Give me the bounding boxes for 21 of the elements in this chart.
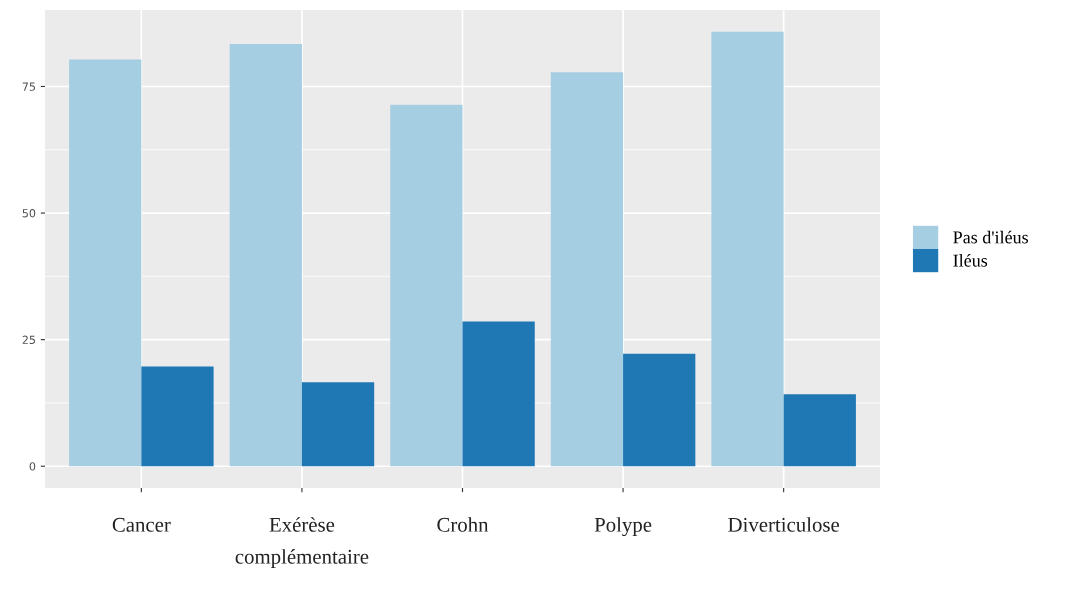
bar	[301, 382, 375, 467]
y-tick-label: 75	[22, 82, 35, 91]
y-tick-label: 50	[22, 209, 36, 218]
bar	[550, 72, 624, 467]
bar	[623, 353, 696, 467]
bar	[69, 59, 142, 467]
bar	[141, 366, 214, 467]
bar	[229, 43, 302, 467]
y-tick-label: 25	[22, 335, 35, 345]
x-tick-label: Crohn	[437, 517, 489, 532]
bar	[711, 31, 784, 467]
bar	[783, 394, 856, 467]
x-tick-label: Diverticulose	[728, 517, 840, 532]
bar	[462, 321, 535, 467]
x-tick-label: Exérèse complémentaire	[235, 517, 369, 569]
y-tick-label: 0	[29, 462, 36, 471]
x-tick-label: Cancer	[112, 517, 171, 532]
bar	[390, 104, 463, 467]
legend-label: Iléus	[953, 253, 988, 267]
legend-label: Pas d'iléus	[953, 230, 1028, 244]
x-tick-label: Polype	[594, 517, 652, 537]
